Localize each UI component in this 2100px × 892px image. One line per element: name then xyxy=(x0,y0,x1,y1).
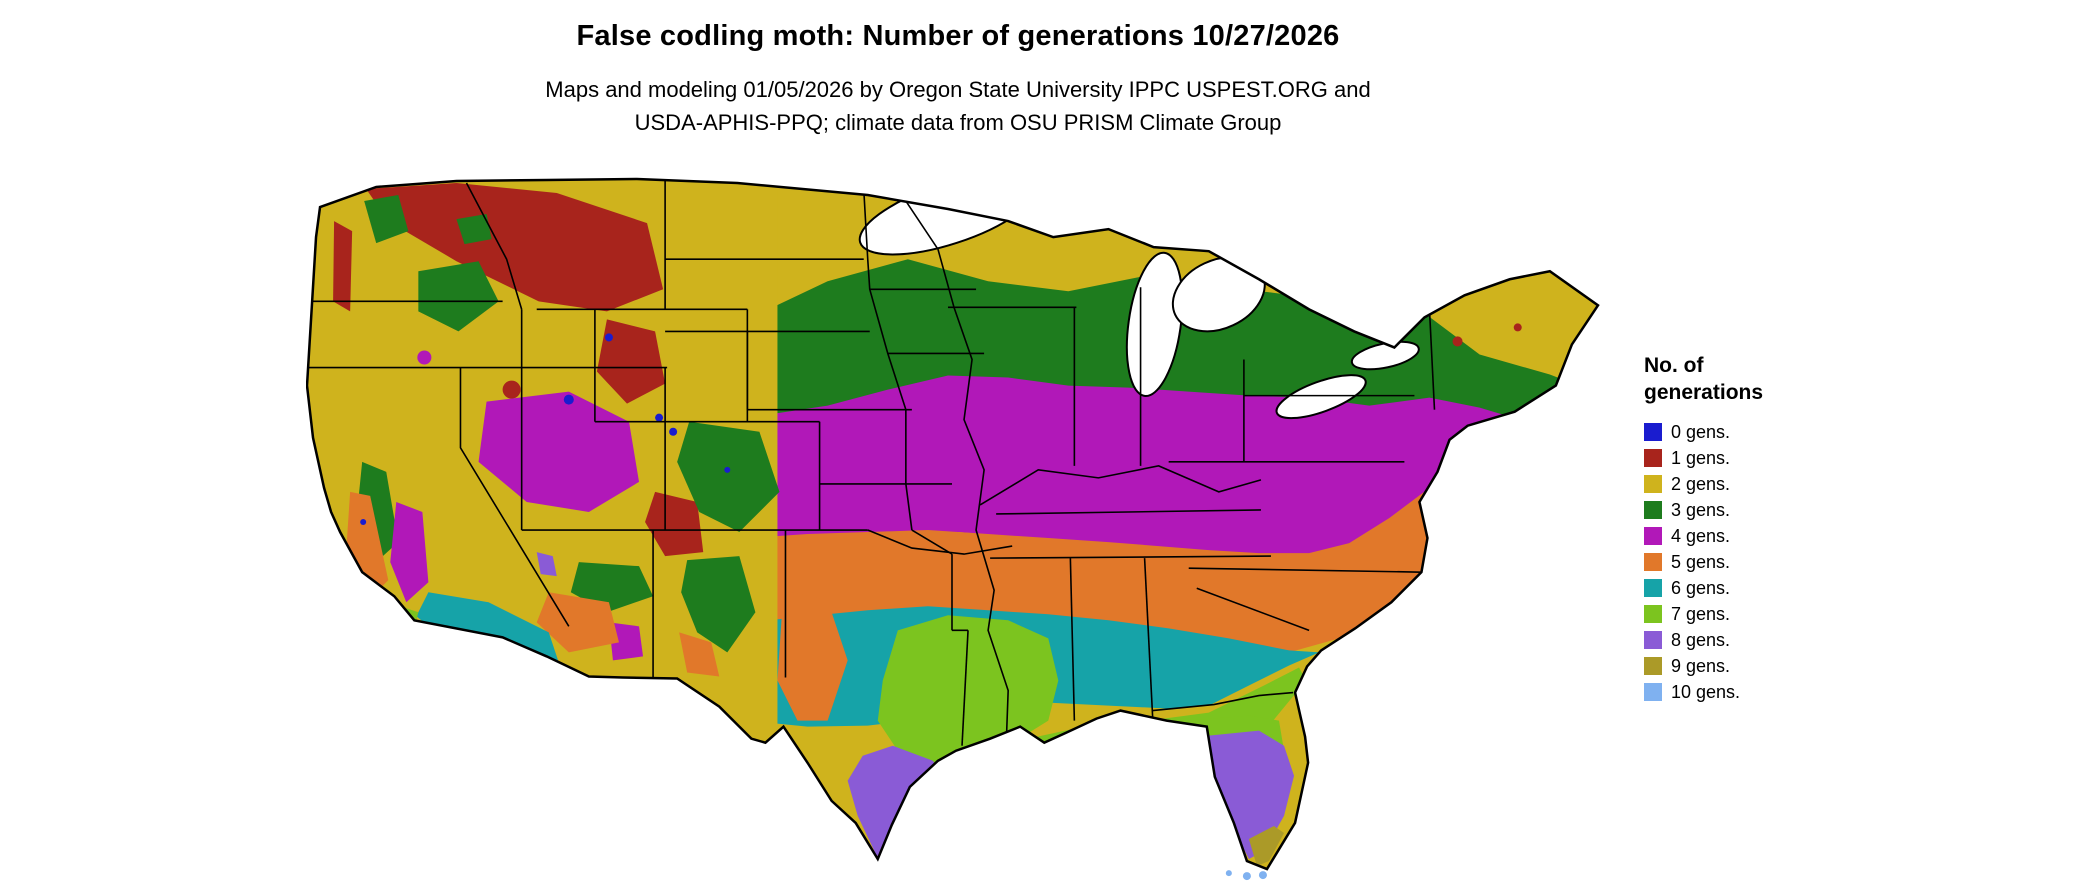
legend-swatch-3-gens xyxy=(1644,501,1662,519)
legend-label: 6 gens. xyxy=(1671,577,1731,598)
subtitle-line-1: Maps and modeling 01/05/2026 by Oregon S… xyxy=(545,77,1371,102)
state-boundaries xyxy=(307,180,1436,746)
legend-label: 4 gens. xyxy=(1671,525,1731,546)
legend-label: 1 gens. xyxy=(1671,447,1731,468)
map-region-5-gens xyxy=(747,459,1510,653)
legend-label: 10 gens. xyxy=(1671,681,1741,702)
legend-item: 6 gens. xyxy=(1644,575,1763,601)
map-region-3-gens-west xyxy=(356,194,780,653)
legend-label: 9 gens. xyxy=(1671,655,1731,676)
legend-item: 8 gens. xyxy=(1644,627,1763,653)
legend: No. of generations 0 gens. 1 gens. 2 gen… xyxy=(1644,352,1763,705)
map-region-9-gens xyxy=(1248,825,1285,867)
legend-swatch-2-gens xyxy=(1644,475,1662,493)
legend-swatch-6-gens xyxy=(1644,579,1662,597)
legend-item: 4 gens. xyxy=(1644,523,1763,549)
header: False codling moth: Number of generation… xyxy=(0,20,1916,139)
us-outline xyxy=(305,177,1600,871)
legend-label: 2 gens. xyxy=(1671,473,1731,494)
us-generations-map xyxy=(305,177,1600,881)
legend-swatch-0-gens xyxy=(1644,423,1662,441)
legend-item: 7 gens. xyxy=(1644,601,1763,627)
legend-swatch-5-gens xyxy=(1644,553,1662,571)
legend-label: 5 gens. xyxy=(1671,551,1731,572)
legend-swatch-4-gens xyxy=(1644,527,1662,545)
subtitle-line-2: USDA-APHIS-PPQ; climate data from OSU PR… xyxy=(634,110,1282,135)
map-region-0-gens xyxy=(360,333,731,526)
legend-item: 1 gens. xyxy=(1644,445,1763,471)
legend-label: 8 gens. xyxy=(1671,629,1731,650)
map-region-4-gens xyxy=(747,375,1598,556)
legend-swatch-1-gens xyxy=(1644,449,1662,467)
legend-item: 3 gens. xyxy=(1644,497,1763,523)
legend-label: 0 gens. xyxy=(1671,421,1731,442)
lake-erie xyxy=(1275,374,1367,420)
map-region-5-gens-west xyxy=(346,491,848,721)
legend-item: 9 gens. xyxy=(1644,653,1763,679)
legend-item: 10 gens. xyxy=(1644,679,1763,705)
legend-swatch-7-gens xyxy=(1644,605,1662,623)
map-region-10-gens-keys xyxy=(1225,870,1267,881)
map-container xyxy=(305,158,1602,882)
legend-item: 0 gens. xyxy=(1644,419,1763,445)
legend-swatch-10-gens xyxy=(1644,683,1662,701)
legend-item: 2 gens. xyxy=(1644,471,1763,497)
legend-label: 7 gens. xyxy=(1671,603,1731,624)
legend-swatch-9-gens xyxy=(1644,657,1662,675)
page-title: False codling moth: Number of generation… xyxy=(576,20,1340,52)
legend-item: 5 gens. xyxy=(1644,549,1763,575)
legend-swatch-8-gens xyxy=(1644,631,1662,649)
legend-title: No. of generations xyxy=(1644,354,1764,404)
map-region-1-gens xyxy=(333,182,1522,557)
legend-label: 3 gens. xyxy=(1671,499,1731,520)
